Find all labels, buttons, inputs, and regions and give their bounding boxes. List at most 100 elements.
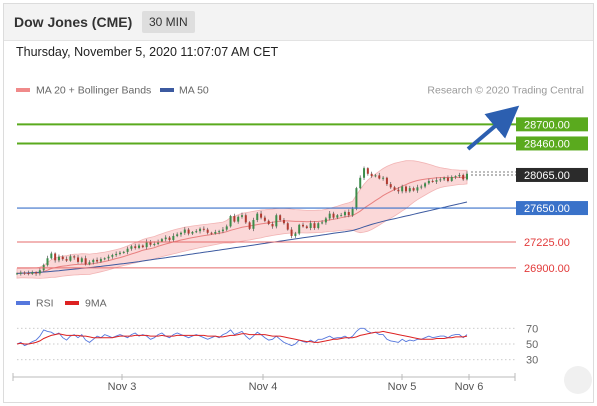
ma50-legend-label: MA 50 bbox=[179, 85, 209, 97]
candle-body bbox=[271, 224, 274, 227]
ma20-line bbox=[16, 176, 468, 274]
candle-body bbox=[96, 259, 99, 262]
candle-body bbox=[336, 215, 339, 218]
candle-body bbox=[401, 186, 404, 192]
candle-body bbox=[23, 272, 26, 274]
candle-body bbox=[302, 224, 305, 227]
candle bbox=[92, 258, 95, 265]
candle-body bbox=[157, 241, 160, 244]
candle bbox=[382, 176, 385, 181]
candle bbox=[466, 171, 468, 181]
candle-body bbox=[221, 229, 224, 232]
candle-body bbox=[355, 188, 358, 209]
candle-body bbox=[118, 252, 121, 254]
candle bbox=[343, 210, 346, 218]
rsi-ma-legend-label: 9MA bbox=[85, 298, 107, 310]
timeframe-badge[interactable]: 30 MIN bbox=[142, 11, 195, 33]
candle bbox=[130, 244, 133, 251]
rsi-tick-70: 70 bbox=[526, 323, 538, 335]
candle-body bbox=[199, 228, 202, 232]
levels-layer: 28700.00 28460.00 28065.00 27650.00 27225.00… bbox=[17, 117, 588, 275]
candle bbox=[202, 226, 205, 232]
candle bbox=[359, 175, 362, 190]
candle bbox=[282, 217, 285, 225]
candle-body bbox=[115, 253, 118, 256]
candle bbox=[241, 212, 243, 219]
candle bbox=[65, 256, 68, 263]
candle bbox=[221, 227, 224, 234]
candle-body bbox=[210, 232, 213, 234]
candle-body bbox=[31, 272, 34, 274]
candle bbox=[363, 166, 366, 180]
candle-body bbox=[275, 215, 278, 227]
candle bbox=[172, 233, 175, 242]
candle bbox=[35, 271, 38, 276]
x-tick-label-Nov-5: Nov 5 bbox=[388, 381, 417, 393]
candle bbox=[149, 240, 152, 247]
x-tick-label-Nov-3: Nov 3 bbox=[108, 381, 137, 393]
candle-body bbox=[99, 259, 102, 262]
candle-body bbox=[393, 187, 396, 190]
bollinger-band bbox=[16, 160, 468, 279]
candle bbox=[446, 175, 449, 183]
price-layer bbox=[16, 160, 468, 279]
candle-body bbox=[241, 215, 243, 217]
candle-body bbox=[187, 229, 190, 234]
candle-body bbox=[65, 259, 68, 261]
candle-body bbox=[69, 256, 72, 261]
level-box-28460.00 bbox=[516, 136, 588, 151]
candle-body bbox=[279, 215, 282, 221]
candle bbox=[141, 244, 144, 249]
candle bbox=[309, 220, 312, 231]
candle-body bbox=[244, 215, 247, 223]
candle-body bbox=[214, 231, 217, 234]
ma20-legend-label: MA 20 + Bollinger Bands bbox=[36, 85, 151, 97]
x-tick-label-Nov-6: Nov 6 bbox=[455, 381, 484, 393]
candle-body bbox=[366, 168, 369, 174]
candle-body bbox=[80, 258, 83, 262]
candle bbox=[263, 215, 266, 223]
candle bbox=[96, 257, 99, 264]
candle-body bbox=[172, 235, 175, 240]
candle-body bbox=[46, 258, 49, 266]
rsi-tick-50: 50 bbox=[526, 339, 538, 351]
candle-body bbox=[57, 256, 60, 261]
rsi-tick-30: 30 bbox=[526, 355, 538, 367]
header-bar: Dow Jones (CME) 30 MIN bbox=[4, 4, 593, 41]
candle-body bbox=[435, 180, 438, 182]
candle bbox=[107, 254, 110, 261]
candle-body bbox=[420, 186, 423, 188]
rsi-layer: 70 50 30 bbox=[16, 323, 538, 367]
candle bbox=[122, 250, 125, 254]
candle-body bbox=[462, 174, 465, 180]
candle-body bbox=[359, 177, 362, 189]
timestamp: Thursday, November 5, 2020 11:07:07 AM C… bbox=[16, 45, 279, 59]
candle bbox=[73, 255, 76, 260]
candle-body bbox=[340, 215, 343, 217]
candle bbox=[229, 214, 232, 228]
candle bbox=[252, 217, 255, 232]
candle-body bbox=[305, 226, 308, 228]
candle bbox=[443, 176, 446, 181]
candle-body bbox=[397, 189, 400, 192]
candle bbox=[370, 171, 373, 178]
level-label-27225.00: 27225.00 bbox=[524, 237, 570, 249]
candle-body bbox=[61, 256, 64, 260]
candle bbox=[16, 272, 18, 275]
candle bbox=[111, 253, 114, 259]
candle bbox=[61, 255, 64, 261]
candle-body bbox=[84, 258, 87, 265]
candle bbox=[332, 211, 335, 220]
candle-body bbox=[408, 188, 411, 192]
candle-body bbox=[431, 180, 434, 182]
candle-body bbox=[370, 173, 373, 177]
candle-body bbox=[92, 259, 95, 263]
candle bbox=[366, 167, 369, 176]
candle bbox=[302, 222, 305, 228]
candle bbox=[450, 175, 453, 182]
candle-body bbox=[363, 168, 366, 178]
candle-body bbox=[294, 233, 297, 236]
candle bbox=[279, 214, 282, 222]
candle-body bbox=[218, 231, 221, 233]
candle bbox=[31, 270, 34, 276]
